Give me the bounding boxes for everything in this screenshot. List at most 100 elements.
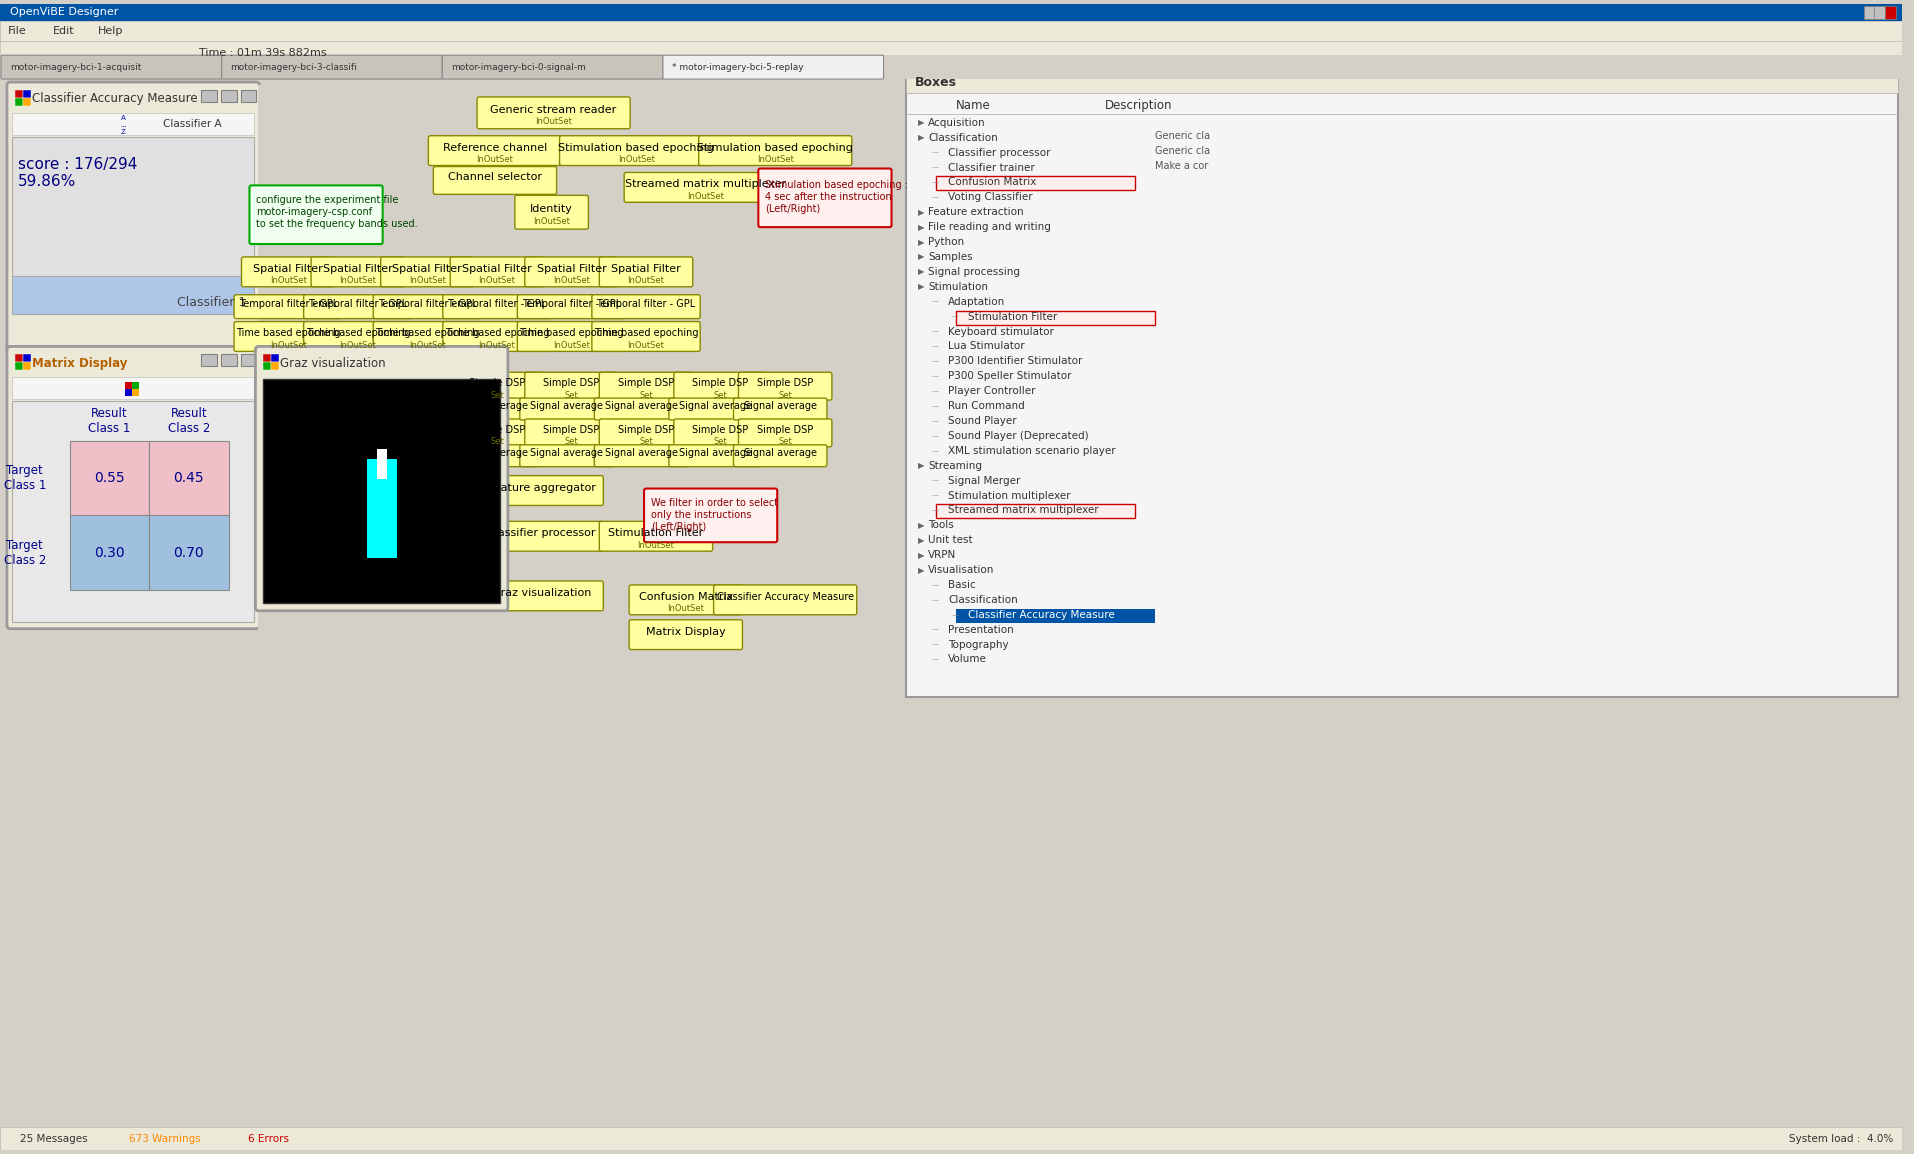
Bar [258,85,894,741]
Text: 25 Messages: 25 Messages [19,1133,88,1144]
Text: Volume: Volume [947,654,988,665]
Text: Temporal filter - GPL: Temporal filter - GPL [523,299,622,308]
Bar [0,55,1903,80]
Text: Sound Player (Deprecated): Sound Player (Deprecated) [947,430,1089,441]
Text: Set: Set [714,437,727,447]
Text: Signal average: Signal average [530,448,603,458]
Bar [0,3,1903,22]
Bar [241,90,256,102]
Text: —: — [932,433,938,439]
Text: OpenViBE Designer: OpenViBE Designer [10,7,119,17]
FancyBboxPatch shape [758,168,892,227]
Text: InOutSet: InOutSet [553,276,590,285]
FancyBboxPatch shape [480,475,603,505]
Text: Time : 01m 39s 882ms: Time : 01m 39s 882ms [199,48,327,58]
Bar [0,22,1903,42]
Text: Stimulation based epoching: Stimulation based epoching [559,143,714,152]
Text: Temporal filter - GPL: Temporal filter - GPL [448,299,547,308]
Text: XML stimulation scenario player: XML stimulation scenario player [947,445,1116,456]
Text: Simple DSP: Simple DSP [544,379,599,388]
Bar [149,516,228,590]
Text: Simple DSP: Simple DSP [469,425,524,435]
Bar [1874,6,1885,20]
Bar [957,310,1154,324]
Text: Signal average: Signal average [605,448,678,458]
Text: System load :  4.0%: System load : 4.0% [1790,1133,1893,1144]
Text: ▶: ▶ [919,550,924,560]
FancyBboxPatch shape [312,257,404,287]
Text: Set: Set [565,437,578,447]
Text: P300 Speller Stimulator: P300 Speller Stimulator [947,372,1072,381]
Text: InOutSet: InOutSet [410,276,446,285]
FancyBboxPatch shape [241,257,335,287]
Bar [957,609,1154,623]
Text: Generic cla: Generic cla [1154,145,1210,156]
FancyBboxPatch shape [429,136,561,165]
FancyBboxPatch shape [524,373,618,400]
Text: —: — [932,508,938,514]
Text: 0.70: 0.70 [174,546,205,560]
Bar [264,362,272,370]
Text: Spatial Filter: Spatial Filter [392,264,463,273]
Text: ▶: ▶ [919,535,924,545]
Bar [15,90,23,98]
Text: Signal average: Signal average [745,402,817,411]
Bar [936,504,1135,518]
Text: Graz visualization: Graz visualization [492,587,591,598]
FancyBboxPatch shape [643,488,777,542]
Text: Temporal filter - GPL: Temporal filter - GPL [377,299,477,308]
FancyBboxPatch shape [480,522,603,552]
Bar [15,98,23,106]
Bar [241,354,256,366]
Text: Player Controller: Player Controller [947,387,1035,396]
FancyBboxPatch shape [674,373,768,400]
FancyBboxPatch shape [524,419,618,447]
Text: Description: Description [1104,99,1173,112]
Text: —: — [932,627,938,632]
FancyBboxPatch shape [2,55,222,80]
FancyBboxPatch shape [739,419,833,447]
FancyBboxPatch shape [733,398,827,420]
FancyBboxPatch shape [450,257,544,287]
Text: —: — [932,165,938,171]
FancyBboxPatch shape [624,172,787,202]
Bar [272,362,279,370]
Text: configure the experiment file
motor-imagery-csp.conf
to set the frequency bands : configure the experiment file motor-imag… [256,195,417,228]
Bar [0,1126,1903,1151]
Text: Classification: Classification [947,594,1018,605]
Text: Make a cor: Make a cor [1154,160,1208,171]
Text: Set: Set [565,390,578,399]
FancyBboxPatch shape [517,294,626,319]
Text: Time based epoching: Time based epoching [444,329,549,338]
Text: Streaming: Streaming [928,460,982,471]
Text: ▶: ▶ [919,208,924,217]
Text: Time based epoching: Time based epoching [306,329,410,338]
Text: InOutSet: InOutSet [628,340,664,350]
Text: InOutSet: InOutSet [756,155,794,164]
Text: —: — [932,299,938,305]
Bar [15,354,23,362]
Text: Stimulation based epoching :
4 sec after the instruction
(Left/Right): Stimulation based epoching : 4 sec after… [766,180,909,213]
Text: —: — [932,344,938,350]
Text: InOutSet: InOutSet [270,276,306,285]
Bar [69,516,149,590]
FancyBboxPatch shape [674,419,768,447]
Text: Set: Set [639,437,653,447]
Text: Visualisation: Visualisation [928,565,995,575]
Text: InOutSet: InOutSet [478,276,515,285]
Text: Boxes: Boxes [915,75,957,89]
Text: Voting Classifier: Voting Classifier [947,193,1034,202]
Text: ▶: ▶ [919,253,924,262]
Text: Classifier processor: Classifier processor [947,148,1051,158]
Text: Classifier Accuracy Measure: Classifier Accuracy Measure [968,609,1114,620]
FancyBboxPatch shape [521,444,612,466]
FancyBboxPatch shape [699,136,852,165]
Text: InOutSet: InOutSet [628,276,664,285]
Bar [11,351,255,375]
Text: Result
Class 2: Result Class 2 [168,407,211,435]
Text: ▶: ▶ [919,119,924,127]
Text: Signal average: Signal average [605,402,678,411]
FancyBboxPatch shape [521,398,612,420]
Text: —: — [932,194,938,201]
FancyBboxPatch shape [599,522,712,552]
